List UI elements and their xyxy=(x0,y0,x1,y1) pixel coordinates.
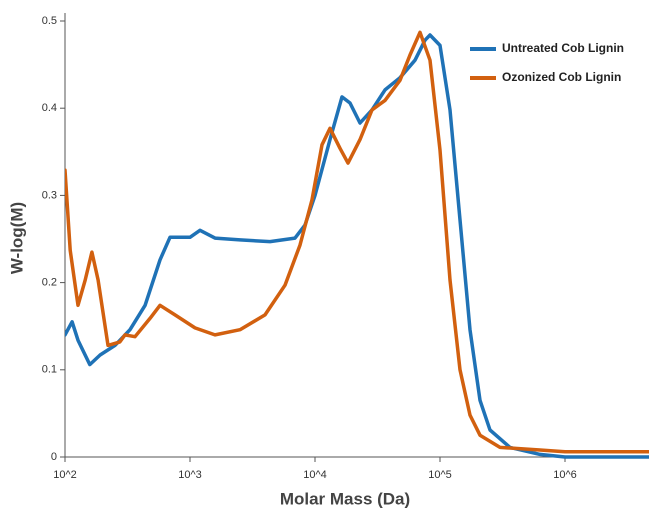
y-tick-label: 0.3 xyxy=(42,189,57,201)
plot-area xyxy=(65,30,649,459)
x-tick-label: 10^5 xyxy=(428,469,452,481)
series-line xyxy=(65,33,649,459)
legend-label: Untreated Cob Lignin xyxy=(502,41,624,55)
series-line xyxy=(65,30,649,454)
y-tick-label: 0.4 xyxy=(42,102,57,114)
x-tick-label: 10^2 xyxy=(53,469,77,481)
x-axis-title: Molar Mass (Da) xyxy=(280,489,410,508)
y-tick-label: 0.1 xyxy=(42,364,57,376)
y-tick-label: 0.2 xyxy=(42,277,57,289)
x-tick-label: 10^6 xyxy=(553,469,577,481)
y-tick-label: 0 xyxy=(51,451,57,463)
y-tick-label: 0.5 xyxy=(42,15,57,27)
x-tick-label: 10^4 xyxy=(303,469,327,481)
x-tick-label: 10^3 xyxy=(178,469,202,481)
y-axis-title: W-log(M) xyxy=(7,202,26,274)
legend-label: Ozonized Cob Lignin xyxy=(502,70,621,84)
